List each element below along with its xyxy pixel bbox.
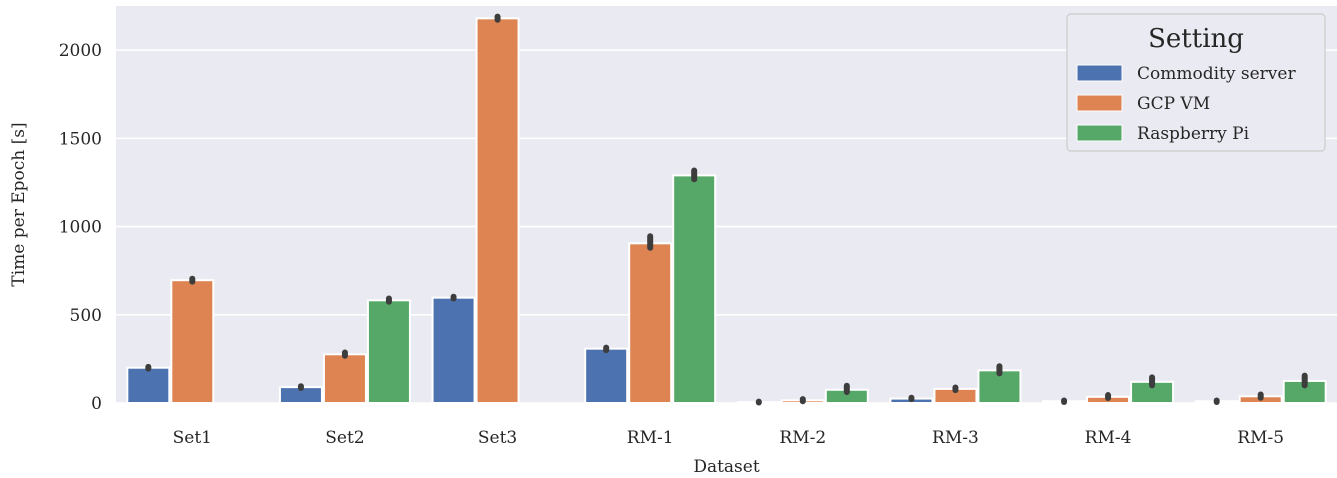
bar [431, 296, 476, 404]
bar [475, 17, 520, 405]
y-tick-label: 1000 [59, 218, 102, 238]
legend-box [1066, 13, 1326, 152]
x-tick-label: RM-1 [627, 428, 674, 448]
legend-swatch [1076, 64, 1123, 82]
y-axis-ticks: 0 500 1000 1500 2000 [59, 41, 102, 414]
y-axis-label: Time per Epoch [s] [9, 122, 29, 286]
x-axis-ticks: Set1 Set2 Set3 RM-1 RM-2 RM-3 RM-4 RM-5 [173, 428, 1284, 448]
x-tick-label: RM-3 [932, 428, 979, 448]
x-tick-label: Set3 [478, 428, 517, 448]
x-axis-label: Dataset [693, 457, 760, 477]
legend-label: GCP VM [1137, 94, 1210, 114]
x-tick-label: Set2 [325, 428, 364, 448]
legend-items: Commodity server GCP VM Raspberry Pi [1076, 64, 1296, 144]
bars [126, 17, 1327, 405]
x-tick-label: Set1 [173, 428, 212, 448]
bar [672, 174, 717, 404]
bar [584, 347, 629, 405]
x-tick-label: RM-4 [1085, 428, 1132, 448]
y-tick-label: 1500 [59, 129, 102, 149]
legend: Setting Commodity server GCP VM Raspberry … [1066, 13, 1326, 152]
bar [628, 242, 673, 404]
bar [322, 353, 367, 404]
bar [170, 279, 215, 405]
x-tick-label: RM-5 [1237, 428, 1284, 448]
error-bars [145, 13, 1308, 406]
legend-swatch [1076, 124, 1123, 142]
bar [126, 366, 171, 405]
x-tick-label: RM-2 [779, 428, 826, 448]
y-tick-label: 500 [70, 306, 102, 326]
legend-title: Setting [1148, 24, 1244, 54]
bar [366, 299, 411, 404]
legend-swatch [1076, 94, 1123, 112]
y-tick-label: 2000 [59, 41, 102, 61]
legend-label: Commodity server [1137, 64, 1296, 84]
y-tick-label: 0 [91, 394, 102, 414]
legend-label: Raspberry Pi [1137, 124, 1250, 144]
